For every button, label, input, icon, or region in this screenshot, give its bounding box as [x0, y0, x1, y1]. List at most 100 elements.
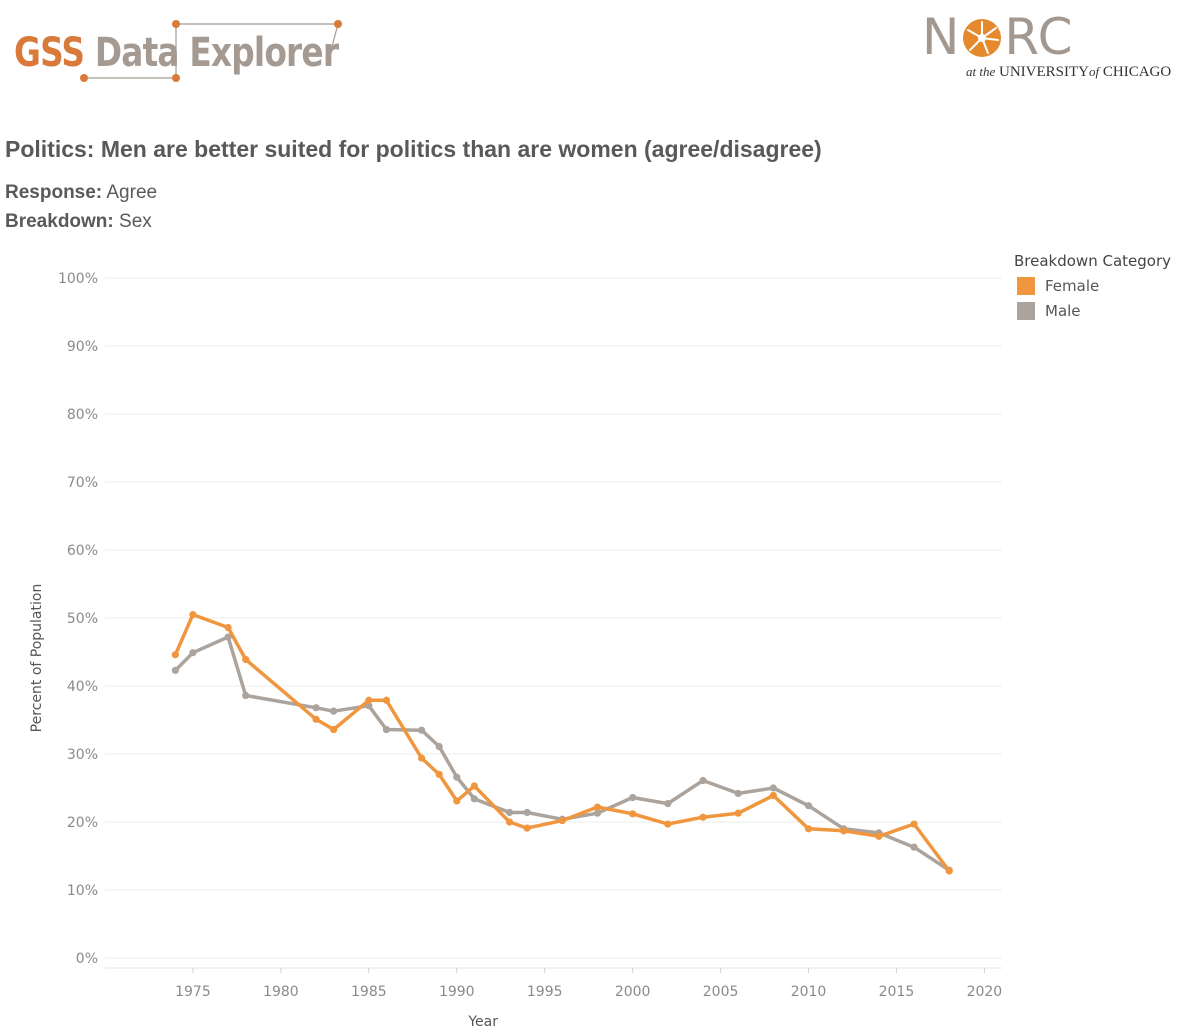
data-point-female[interactable]	[523, 824, 531, 832]
data-point-female[interactable]	[593, 803, 602, 811]
x-tick-label: 2010	[791, 984, 827, 1000]
response-value: Agree	[106, 182, 158, 203]
response-label: Response:	[5, 182, 103, 203]
data-point-female[interactable]	[734, 809, 742, 817]
legend-label-male: Male	[1045, 302, 1081, 320]
norc-letter-n: N	[922, 8, 961, 66]
x-tick-label: 2000	[615, 984, 651, 1000]
legend-item-female[interactable]: Female	[1014, 277, 1171, 295]
data-point-male[interactable]	[453, 773, 461, 781]
data-point-female[interactable]	[330, 725, 338, 734]
chart-gridlines	[105, 277, 1002, 969]
data-point-female[interactable]	[804, 825, 813, 833]
y-tick-label: 80%	[67, 407, 98, 423]
norc-logo: N RC at the UNIVERSITYof CHICAGO	[922, 12, 1197, 87]
page-title: Politics: Men are better suited for poli…	[5, 136, 822, 162]
legend-title: Breakdown Category	[1014, 252, 1171, 270]
data-point-female[interactable]	[470, 782, 478, 790]
breakdown-label: Breakdown:	[5, 211, 114, 232]
series-line-female	[173, 612, 951, 873]
x-tick-label: 2020	[967, 984, 1003, 1000]
y-axis-ticks: 0% 10% 20% 30% 40% 50% 60% 70% 80% 90% 100%	[58, 271, 98, 967]
legend-item-male[interactable]: Male	[1014, 302, 1171, 320]
x-tick-label: 1980	[263, 984, 299, 1000]
y-axis-title: Percent of Population	[29, 584, 45, 733]
norc-letters-rc: RC	[1004, 8, 1074, 66]
data-point-female[interactable]	[699, 813, 707, 821]
chart-legend: Breakdown Category Female Male	[1014, 252, 1171, 320]
data-point-female[interactable]	[453, 797, 461, 805]
norc-subtitle: at the UNIVERSITYof CHICAGO	[966, 64, 1172, 80]
legend-swatch-male	[1017, 302, 1035, 320]
data-point-male[interactable]	[224, 633, 232, 641]
data-point-female[interactable]	[242, 655, 250, 664]
data-point-female[interactable]	[629, 810, 637, 818]
data-point-female[interactable]	[769, 791, 777, 800]
data-point-male[interactable]	[242, 691, 250, 700]
data-point-female[interactable]	[945, 867, 953, 875]
data-point-female[interactable]	[435, 770, 443, 779]
y-tick-label: 20%	[67, 815, 98, 831]
data-point-female[interactable]	[224, 623, 232, 632]
data-point-female[interactable]	[312, 715, 320, 723]
data-point-female[interactable]	[365, 696, 373, 704]
y-tick-label: 30%	[67, 747, 98, 763]
y-tick-label: 90%	[67, 339, 98, 355]
data-point-male[interactable]	[435, 742, 443, 751]
x-tick-label: 1995	[527, 984, 563, 1000]
chart-series	[171, 611, 953, 875]
x-tick-label: 1990	[439, 984, 475, 1000]
logo-gss-text: GSS	[14, 30, 85, 76]
data-point-female[interactable]	[382, 696, 391, 704]
y-tick-label: 100%	[58, 271, 98, 287]
y-tick-label: 10%	[67, 883, 98, 899]
gss-data-explorer-logo: GSS Data Explorer	[10, 18, 350, 86]
data-point-female[interactable]	[664, 820, 672, 828]
legend-swatch-female	[1017, 277, 1035, 295]
data-point-female[interactable]	[558, 817, 566, 825]
data-point-female[interactable]	[189, 611, 197, 619]
x-tick-label: 2015	[879, 984, 915, 1000]
data-point-female[interactable]	[840, 827, 848, 835]
y-tick-label: 60%	[67, 543, 98, 559]
data-point-female[interactable]	[505, 818, 514, 826]
data-point-male[interactable]	[470, 795, 478, 803]
y-tick-label: 40%	[67, 679, 98, 695]
breakdown-line: Breakdown: Sex	[5, 211, 152, 233]
response-line: Response: Agree	[5, 182, 157, 204]
data-point-male[interactable]	[629, 793, 637, 802]
data-point-male[interactable]	[505, 808, 514, 817]
x-axis-ticks: 1975 1980 1985 1990 1995 2000 2005 2010 2015 2020	[175, 968, 1002, 1000]
y-tick-label: 50%	[67, 611, 98, 627]
data-point-female[interactable]	[417, 754, 426, 762]
y-tick-label: 70%	[67, 475, 98, 491]
data-point-male[interactable]	[189, 649, 197, 657]
data-point-male[interactable]	[734, 789, 742, 798]
data-point-male[interactable]	[312, 704, 320, 712]
x-tick-label: 1975	[175, 984, 211, 1000]
logo-data-explorer-text: Data Explorer	[94, 30, 339, 76]
x-tick-label: 2005	[703, 984, 739, 1000]
data-point-male[interactable]	[699, 776, 707, 785]
breakdown-value: Sex	[119, 211, 152, 232]
data-point-male[interactable]	[664, 800, 672, 808]
data-point-female[interactable]	[171, 651, 179, 659]
data-point-male[interactable]	[171, 666, 179, 674]
data-point-male[interactable]	[593, 809, 602, 817]
line-chart: 0%10%20%30%40%50%60%70%80%90%100% 1975 19…	[29, 271, 1002, 1030]
x-axis-title: Year	[467, 1014, 498, 1030]
data-point-male[interactable]	[330, 707, 338, 715]
logo-frame-lines	[80, 20, 342, 82]
data-point-male[interactable]	[804, 802, 813, 810]
data-point-male[interactable]	[417, 726, 426, 734]
data-point-male[interactable]	[382, 725, 391, 734]
y-tick-label: 0%	[76, 951, 98, 967]
data-point-female[interactable]	[875, 832, 883, 840]
x-tick-label: 1985	[351, 984, 387, 1000]
data-point-male[interactable]	[910, 843, 918, 851]
data-point-male[interactable]	[769, 784, 777, 792]
legend-label-female: Female	[1045, 277, 1100, 295]
data-point-male[interactable]	[523, 808, 531, 817]
data-point-female[interactable]	[910, 820, 918, 828]
norc-starburst-icon	[960, 16, 1004, 57]
